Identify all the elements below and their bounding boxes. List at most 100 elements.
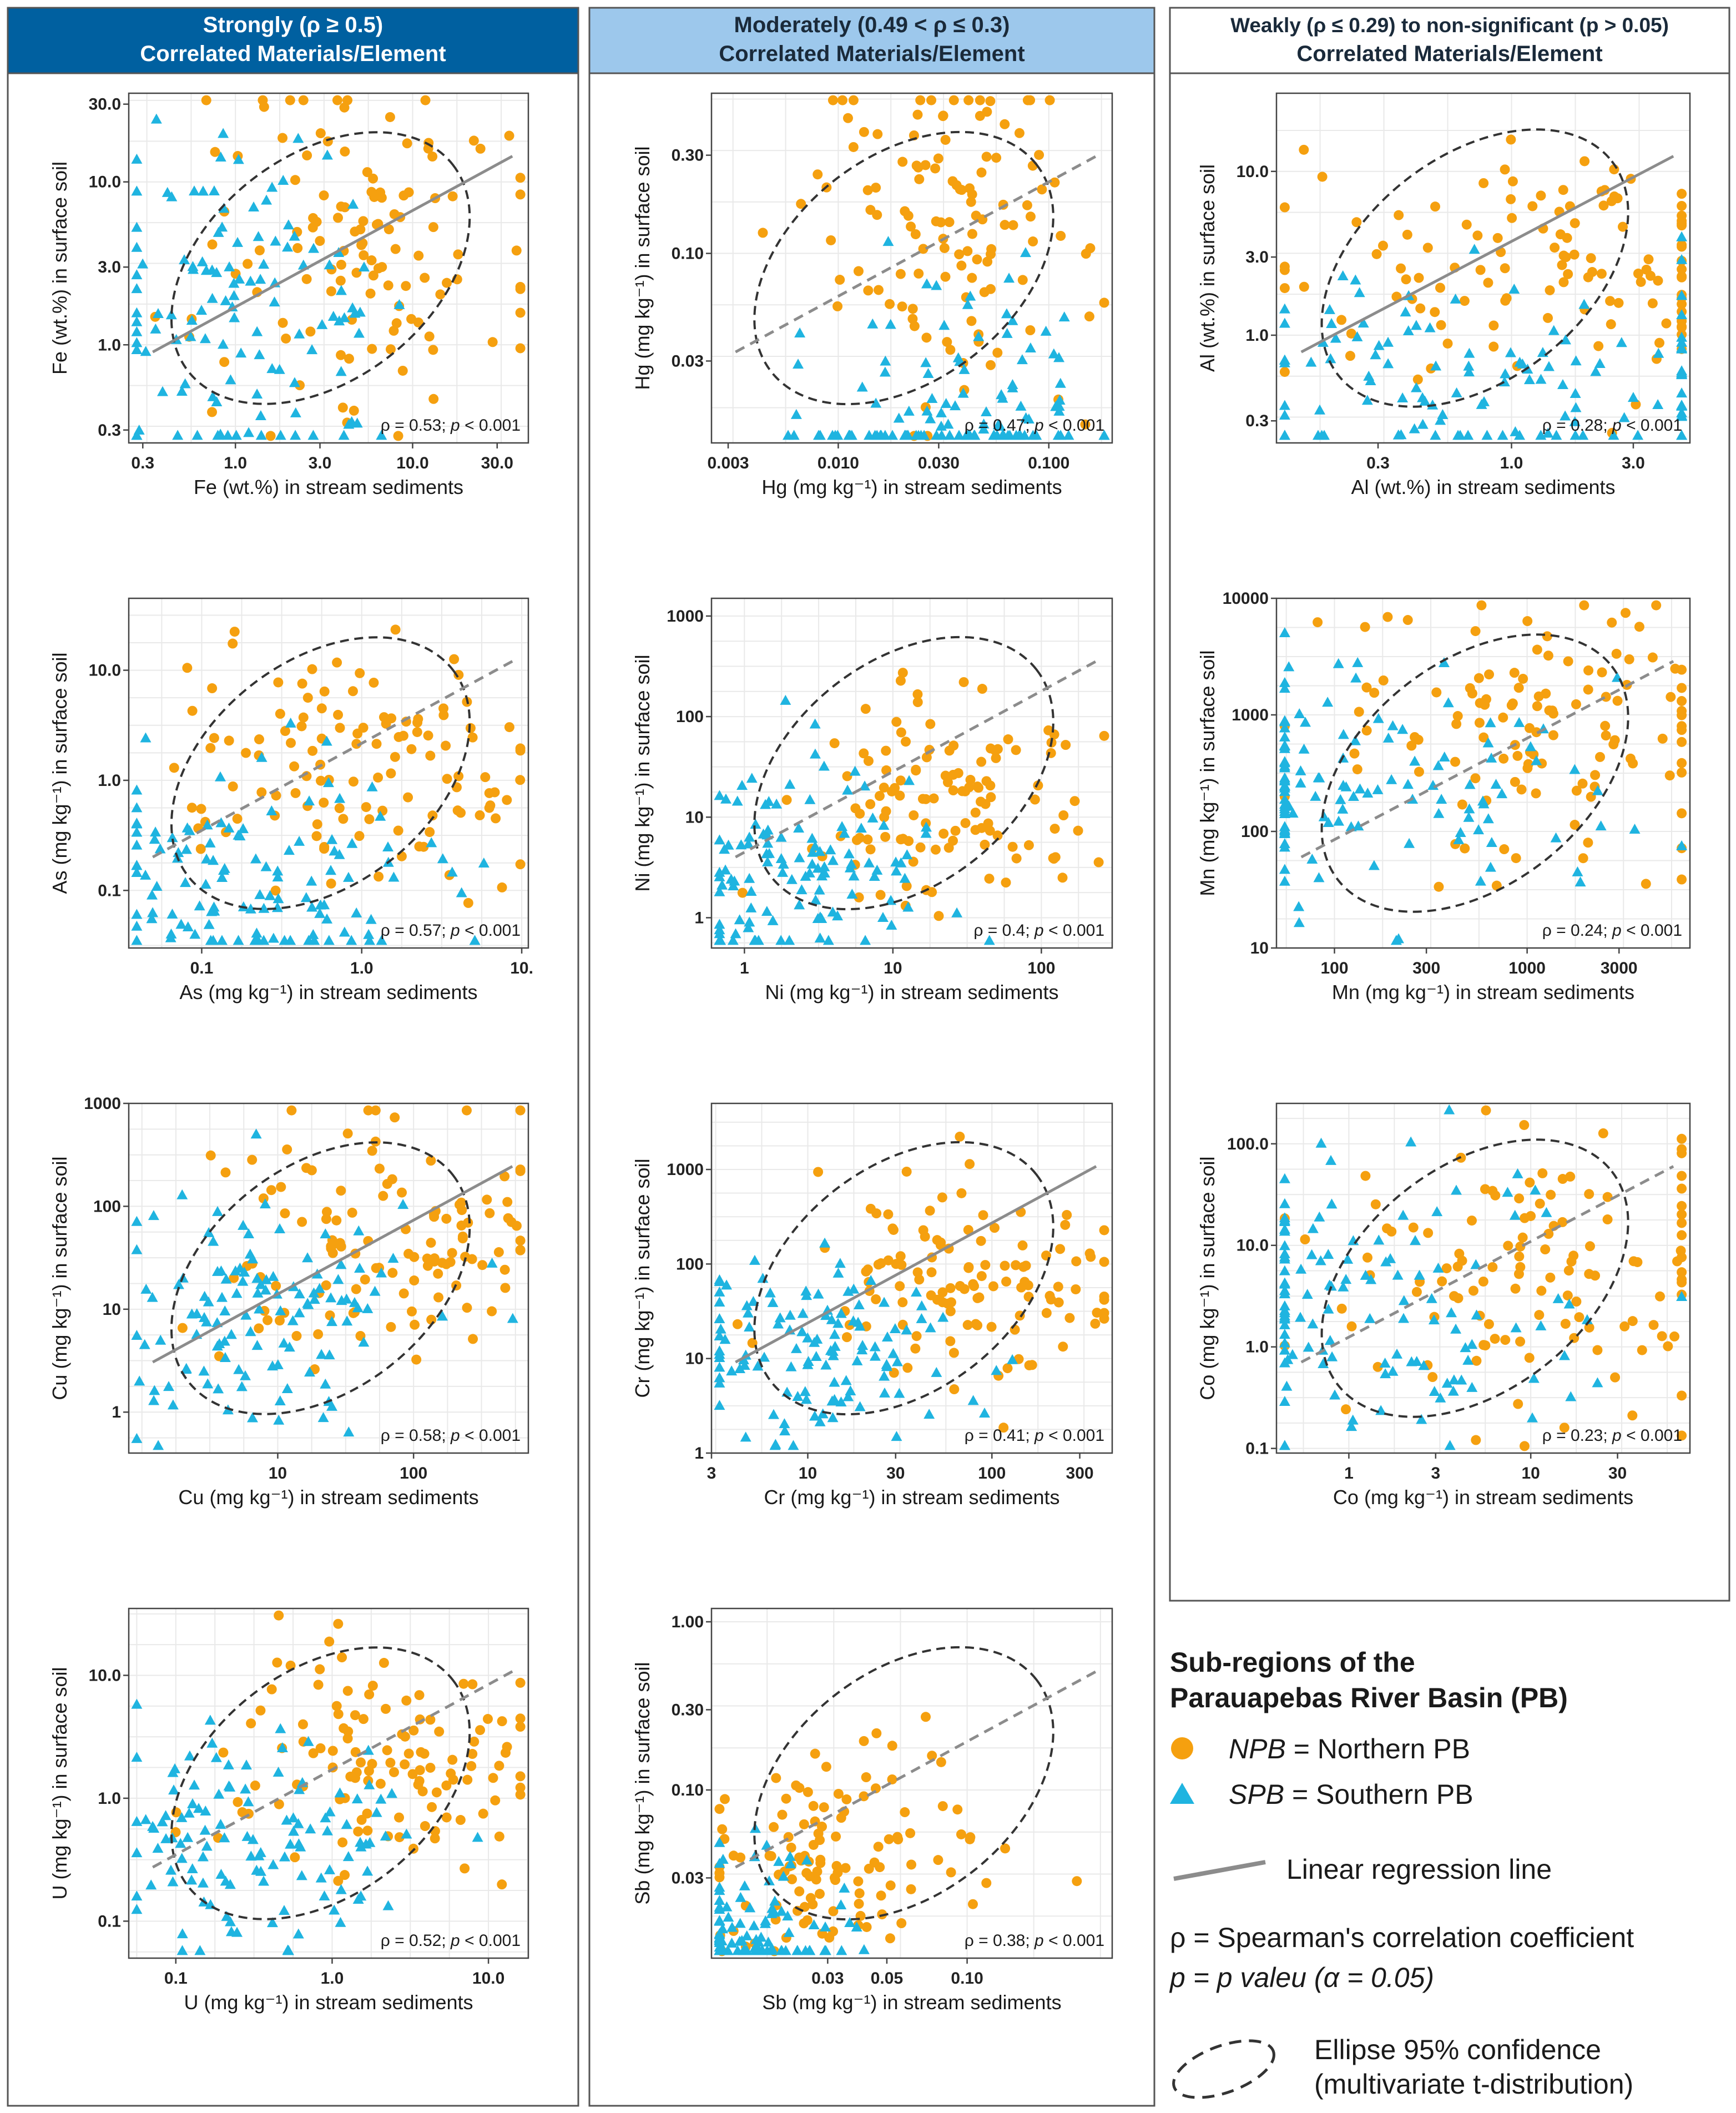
npb-point bbox=[848, 142, 859, 152]
rho-value: ρ = 0.28; bbox=[1542, 416, 1612, 435]
spb-point bbox=[1279, 825, 1290, 836]
x-tick-label: 1 bbox=[740, 959, 749, 977]
y-tick-label: 10000 bbox=[1223, 589, 1269, 608]
spb-point bbox=[281, 1383, 293, 1393]
npb-point bbox=[1653, 275, 1663, 286]
y-tick-label: 0.3 bbox=[98, 421, 121, 440]
spb-point bbox=[376, 1267, 387, 1278]
spb-point bbox=[1486, 837, 1497, 848]
npb-point bbox=[515, 1789, 526, 1800]
npb-point bbox=[791, 1780, 801, 1791]
y-axis-label: U (mg kg⁻¹) in surface soil bbox=[48, 1667, 71, 1899]
spb-point bbox=[810, 1351, 822, 1361]
x-tick-label: 1 bbox=[1344, 1464, 1354, 1482]
npb-point bbox=[1677, 1148, 1687, 1158]
npb-point bbox=[985, 284, 996, 294]
y-tick-label: 1000 bbox=[84, 1095, 121, 1113]
npb-point bbox=[931, 216, 941, 226]
spb-point bbox=[254, 889, 266, 899]
npb-point bbox=[1372, 1361, 1383, 1372]
npb-point bbox=[853, 266, 864, 276]
spb-point bbox=[183, 1807, 195, 1818]
rho-annotation: ρ = 0.57; p < 0.001 bbox=[381, 921, 521, 940]
spb-point bbox=[878, 819, 890, 830]
spb-point bbox=[1455, 826, 1466, 837]
npb-point bbox=[921, 794, 931, 804]
spb-point bbox=[486, 1257, 498, 1268]
spb-point bbox=[1616, 337, 1627, 347]
npb-point bbox=[247, 1154, 258, 1165]
spb-point bbox=[1433, 808, 1445, 818]
spb-point bbox=[1558, 1350, 1570, 1360]
y-axis-label: Co (mg kg⁻¹) in surface soil bbox=[1196, 1156, 1219, 1400]
npb-point bbox=[407, 1306, 417, 1317]
npb-point bbox=[1643, 254, 1654, 265]
npb-point bbox=[1022, 200, 1032, 210]
npb-point bbox=[430, 1833, 440, 1844]
npb-point bbox=[493, 1247, 504, 1258]
spb-point bbox=[843, 848, 855, 859]
spb-point bbox=[131, 316, 143, 326]
spb-point bbox=[1676, 399, 1688, 410]
spb-point bbox=[750, 935, 761, 945]
npb-point bbox=[321, 1280, 331, 1290]
spb-point bbox=[1307, 1318, 1319, 1329]
npb-point bbox=[364, 1689, 375, 1700]
spb-point bbox=[891, 1356, 903, 1366]
spb-point bbox=[1426, 1293, 1437, 1303]
spb-point bbox=[437, 853, 448, 864]
spb-point bbox=[131, 1330, 143, 1340]
spb-point bbox=[739, 1359, 750, 1370]
npb-point bbox=[1578, 853, 1588, 864]
npb-point bbox=[297, 678, 307, 689]
spb-point bbox=[358, 1337, 370, 1347]
npb-point bbox=[1386, 1226, 1397, 1237]
spb-point bbox=[1380, 1256, 1392, 1267]
spb-point bbox=[219, 1305, 231, 1315]
spb-point bbox=[363, 929, 375, 939]
spb-point bbox=[1373, 1234, 1385, 1245]
npb-point bbox=[500, 1283, 511, 1293]
rho-annotation: ρ = 0.58; p < 0.001 bbox=[381, 1426, 521, 1445]
npb-point bbox=[354, 831, 365, 841]
y-tick-label: 1000 bbox=[667, 1161, 704, 1179]
npb-point bbox=[967, 1899, 978, 1909]
spb-point bbox=[1279, 1240, 1290, 1250]
spb-point bbox=[792, 1391, 804, 1401]
npb-point bbox=[302, 150, 312, 161]
npb-point bbox=[884, 1834, 894, 1844]
npb-point bbox=[963, 95, 974, 105]
npb-point bbox=[933, 153, 943, 164]
npb-point bbox=[319, 190, 329, 201]
npb-point bbox=[433, 1268, 443, 1279]
y-tick-label: 0.03 bbox=[672, 1869, 704, 1887]
spb-point bbox=[1392, 429, 1404, 440]
spb-point bbox=[793, 822, 805, 833]
spb-point bbox=[1340, 1274, 1352, 1284]
npb-point bbox=[963, 1224, 973, 1235]
spb-point bbox=[1386, 774, 1397, 784]
p-symbol: p bbox=[1612, 1426, 1622, 1445]
y-tick-label: 1000 bbox=[1232, 706, 1269, 724]
spb-point bbox=[184, 825, 195, 835]
spb-point bbox=[714, 1837, 725, 1847]
npb-point bbox=[515, 1782, 526, 1793]
spb-point bbox=[910, 430, 922, 440]
p-value: < 0.001 bbox=[460, 921, 521, 940]
spb-point bbox=[1410, 382, 1422, 392]
spb-point bbox=[719, 844, 730, 854]
spb-point bbox=[820, 1359, 832, 1370]
spb-point bbox=[176, 1945, 188, 1955]
npb-point bbox=[1025, 95, 1036, 105]
spb-point bbox=[1279, 1329, 1290, 1339]
npb-point bbox=[515, 343, 526, 354]
spb-point bbox=[388, 871, 400, 882]
npb-point bbox=[1677, 683, 1687, 693]
npb-point bbox=[377, 262, 387, 273]
rho-value: ρ = 0.24; bbox=[1542, 921, 1612, 940]
npb-point bbox=[307, 222, 318, 233]
npb-point bbox=[286, 1105, 297, 1116]
npb-point bbox=[946, 1867, 956, 1878]
npb-point bbox=[874, 791, 885, 801]
spb-point bbox=[1542, 427, 1554, 438]
